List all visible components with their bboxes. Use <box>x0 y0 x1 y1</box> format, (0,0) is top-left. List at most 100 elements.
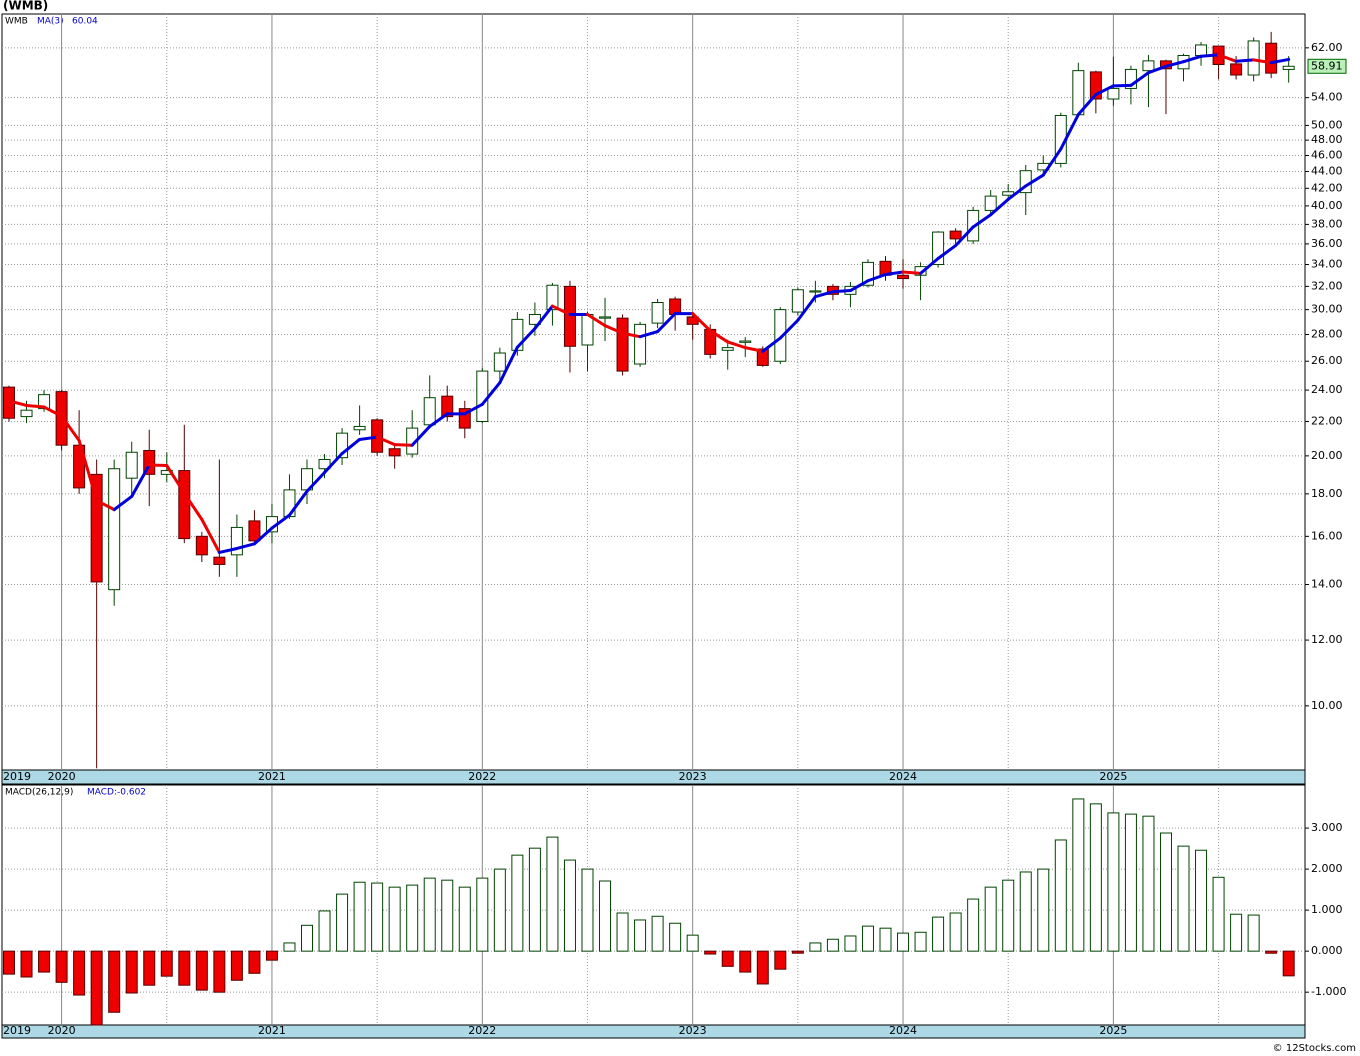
y-tick-label: 0.000 <box>1311 944 1343 957</box>
candle-body <box>581 313 594 346</box>
macd-bar <box>318 910 331 952</box>
macd-bar <box>248 950 261 974</box>
ma-line <box>340 437 362 456</box>
y-tick-label: 42.00 <box>1311 181 1343 194</box>
macd-bar <box>581 868 594 952</box>
ma-line <box>200 517 221 554</box>
x-tick-label: 2023 <box>679 770 707 783</box>
ma-line <box>813 290 835 299</box>
macd-bar <box>1195 849 1208 952</box>
y-tick-label: 26.00 <box>1311 354 1343 367</box>
x-tick-label: 2021 <box>258 770 286 783</box>
candle-body <box>476 370 489 422</box>
x-tick-label: 2025 <box>1099 1024 1127 1037</box>
macd-bar <box>651 915 664 952</box>
ma-line <box>217 546 239 554</box>
ma-line <box>989 197 1010 217</box>
candle-body <box>809 290 822 293</box>
candle-body <box>336 432 349 459</box>
y-tick-label: 50.00 <box>1311 118 1343 131</box>
macd-value: MACD:-0.602 <box>87 788 146 798</box>
ma-line <box>112 494 134 512</box>
macd-bar <box>616 912 629 952</box>
y-tick-label: 18.00 <box>1311 487 1343 500</box>
macd-bar <box>826 938 839 952</box>
macd-bar <box>721 950 734 967</box>
macd-bar <box>1265 950 1278 954</box>
ma-line <box>550 304 572 316</box>
ma-line <box>638 330 660 339</box>
y-tick-label: 34.00 <box>1311 258 1343 271</box>
ma-line <box>585 312 607 328</box>
ma-line <box>323 452 344 474</box>
y-tick-label: 3.000 <box>1311 821 1343 834</box>
macd-bar <box>353 881 366 952</box>
ma-line <box>410 424 432 447</box>
ma-line <box>428 412 449 428</box>
y-tick-label: 16.00 <box>1311 529 1343 542</box>
macd-bar <box>756 950 769 985</box>
y-tick-label: 54.00 <box>1311 91 1343 104</box>
ma-line <box>130 463 151 498</box>
macd-bar <box>1037 868 1050 952</box>
x-tick-label: 2022 <box>468 1024 496 1037</box>
y-tick-label: -1.000 <box>1311 985 1346 998</box>
ma-line <box>1199 53 1221 58</box>
x-tick-label: 2022 <box>468 770 496 783</box>
macd-bar <box>441 879 454 952</box>
y-tick-label: 28.00 <box>1311 328 1343 341</box>
ma-line <box>1146 64 1168 75</box>
y-tick-label: 22.00 <box>1311 414 1343 427</box>
macd-bar <box>791 950 804 954</box>
macd-bar <box>283 942 296 952</box>
ma-line <box>252 526 274 546</box>
y-tick-label: 10.00 <box>1311 699 1343 712</box>
candle-body <box>1282 65 1295 70</box>
macd-bar <box>73 950 86 996</box>
last-price: 58.91 <box>1311 59 1343 72</box>
ma-line <box>1006 184 1028 201</box>
ma-line <box>1234 58 1256 63</box>
y-tick-label: 12.00 <box>1311 633 1343 646</box>
ma-line <box>60 414 81 443</box>
legend-ma-value: 60.04 <box>72 17 98 27</box>
ma-line <box>480 381 502 406</box>
macd-bar <box>301 924 314 952</box>
ma-line <box>971 213 993 229</box>
macd-bar <box>1282 950 1295 977</box>
macd-bar <box>669 922 682 952</box>
macd-bar <box>3 950 15 975</box>
macd-bar <box>844 935 857 952</box>
candle-body <box>721 347 734 351</box>
macd-bar <box>388 886 401 952</box>
y-tick-label: 46.00 <box>1311 148 1343 161</box>
candle-body <box>1230 63 1243 76</box>
ma-line <box>270 513 291 530</box>
candle-body <box>90 473 103 583</box>
candle-body <box>563 285 576 347</box>
ma-line <box>1024 173 1045 188</box>
macd-bar <box>897 932 910 952</box>
y-tick-label: 36.00 <box>1311 237 1343 250</box>
macd-bar <box>511 854 524 952</box>
x-tick-label: 2024 <box>889 1024 917 1037</box>
macd-bar <box>563 859 576 952</box>
candle-body <box>914 266 927 276</box>
macd-bar <box>493 868 506 952</box>
candle-body <box>861 261 874 286</box>
date-strip <box>1 769 1306 785</box>
macd-bar <box>686 934 699 952</box>
macd-bar <box>1212 876 1225 952</box>
y-tick-label: 1.000 <box>1311 903 1343 916</box>
macd-bar <box>1247 914 1260 952</box>
y-tick-label: 24.00 <box>1311 383 1343 396</box>
macd-bar <box>458 886 471 952</box>
x-tick-label: 2024 <box>889 770 917 783</box>
ma-line <box>1094 84 1115 97</box>
last-price-box <box>1307 58 1347 74</box>
ma-line <box>919 257 940 275</box>
y-tick-label: 48.00 <box>1311 133 1343 146</box>
legend-symbol: WMB <box>5 17 28 27</box>
x-tick-label: 2019 <box>3 770 31 783</box>
